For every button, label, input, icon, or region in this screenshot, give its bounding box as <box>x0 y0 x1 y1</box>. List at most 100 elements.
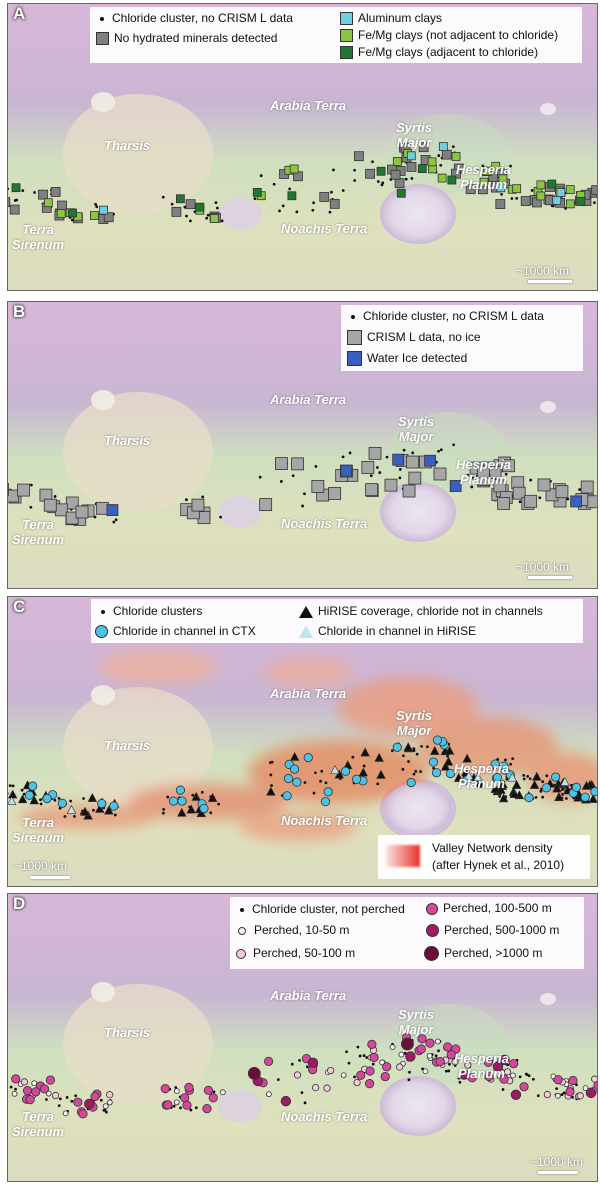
al-clay-square-marker <box>556 188 566 198</box>
ctx-channel-circle-marker <box>283 773 294 784</box>
chloride-dot-marker <box>57 796 61 800</box>
legend-label: Chloride cluster, no CRISM L data <box>112 11 293 25</box>
chloride-dot-marker <box>410 176 414 180</box>
hirise-triangle-marker <box>80 806 90 816</box>
perched-500-1000-marker <box>458 1069 470 1080</box>
hirise-triangle-marker <box>191 791 201 801</box>
chloride-dot-marker <box>185 498 188 502</box>
chloride-dot-marker <box>458 1080 462 1084</box>
no-hydrated-square-marker <box>418 142 429 153</box>
no-hydrated-square-marker <box>103 212 114 223</box>
femg-clay-square-marker <box>491 161 501 171</box>
perched-100-500-marker <box>184 1082 194 1092</box>
chloride-dot-marker <box>341 455 345 459</box>
hirise-triangle-marker <box>429 745 440 755</box>
femg-clay-square-marker <box>565 185 575 194</box>
ctx-channel-circle-marker <box>177 796 187 806</box>
label-syrtis-major: Syrtis Major <box>396 708 432 738</box>
ctx-channel-circle-marker <box>340 766 351 776</box>
legend-label: CRISM L data, no ice <box>367 330 481 344</box>
label-hesperia-line1: Hesperia <box>456 457 511 472</box>
chloride-dot-marker <box>11 784 15 788</box>
ctx-channel-circle-marker <box>109 801 119 811</box>
legend-label: Perched, 500-1000 m <box>444 923 560 937</box>
chloride-dot-marker <box>534 795 538 799</box>
perched-50-100-marker <box>106 1091 114 1099</box>
perched-100-500-marker <box>484 1071 494 1082</box>
chloride-dot-marker <box>515 196 519 200</box>
chloride-dot-marker <box>220 219 224 223</box>
chloride-dot-marker <box>314 771 317 775</box>
chloride-dot-marker <box>328 210 332 214</box>
legend-d: Chloride cluster, not perched Perched, 1… <box>230 897 584 969</box>
chloride-dot-marker <box>398 467 402 471</box>
chloride-dot-marker <box>303 492 306 496</box>
chloride-dot-marker <box>217 802 221 806</box>
crism-no-ice-square-marker <box>555 485 569 499</box>
triangle-icon <box>299 625 313 638</box>
chloride-dot-marker <box>381 181 385 185</box>
ctx-channel-circle-marker <box>320 797 331 807</box>
perched-10-50-marker <box>398 1051 405 1058</box>
crism-no-ice-square-marker <box>361 461 375 474</box>
chloride-dot-marker <box>522 773 526 777</box>
chloride-dot-marker <box>82 797 85 800</box>
femg-clay-square-marker <box>43 198 53 208</box>
perched-10-50-marker <box>510 1072 516 1079</box>
legend-item-al-clays: Aluminum clays <box>340 10 442 26</box>
perched-100-500-marker <box>446 1050 456 1060</box>
chloride-dot-marker <box>415 752 419 756</box>
perched-10-50-marker <box>265 1091 272 1098</box>
perched-100-500-marker <box>565 1087 575 1097</box>
perched-100-500-marker <box>160 1084 170 1094</box>
label-hesperia-line2: Planum <box>457 776 505 791</box>
chloride-dot-marker <box>20 788 24 792</box>
chloride-dot-marker <box>290 1062 294 1066</box>
hirise-triangle-marker <box>95 803 105 813</box>
perched-50-100-marker <box>451 1058 459 1066</box>
chloride-dot-marker <box>295 210 299 214</box>
chloride-dot-marker <box>94 202 97 206</box>
density-legend: Valley Network density (after Hynek et a… <box>378 835 590 879</box>
chloride-dot-marker <box>314 465 318 468</box>
hirise-channel-triangle-marker <box>8 796 17 806</box>
femg-clay-square-marker <box>565 199 575 209</box>
chloride-dot-marker <box>183 205 187 209</box>
chloride-dot-marker <box>434 1054 438 1058</box>
label-hesperia-line2: Planum <box>457 1066 505 1081</box>
chloride-dot-marker <box>69 799 73 803</box>
femg-clay-square-marker <box>498 174 508 184</box>
chloride-dot-marker <box>578 488 582 491</box>
hirise-triangle-marker <box>498 793 509 803</box>
ctx-channel-circle-marker <box>571 782 582 792</box>
legend-item-perched-50-100: Perched, 50-100 m <box>236 945 355 961</box>
perched-100-500-marker <box>73 1097 83 1107</box>
perched-100-500-marker <box>163 1100 173 1110</box>
perched-50-100-marker <box>312 1084 320 1092</box>
water-ice-square-marker <box>424 454 437 467</box>
square-icon <box>347 351 362 367</box>
chloride-dot-marker <box>29 483 33 487</box>
density-legend-line2: (after Hynek et al., 2010) <box>432 858 565 872</box>
chloride-dot-marker <box>524 1072 528 1076</box>
circle-icon <box>95 625 108 639</box>
label-hesperia-line1: Hesperia <box>454 1051 509 1066</box>
chloride-dot-marker <box>330 190 333 194</box>
perched-100-500-marker <box>553 1075 563 1085</box>
perched-100-500-marker <box>31 1087 41 1097</box>
legend-label: Chloride clusters <box>113 604 203 618</box>
chloride-dot-marker <box>212 1090 216 1094</box>
femg-clay-square-marker <box>392 157 402 166</box>
femg-adjacent-square-marker <box>252 187 262 197</box>
perched-100-500-marker <box>483 1057 493 1067</box>
perched-10-50-marker <box>62 1110 69 1117</box>
label-terra-sirenum-line2: Sirenum <box>12 532 65 547</box>
chloride-dot-marker <box>219 515 223 519</box>
femg-adjacent-square-marker <box>11 183 21 193</box>
perched-100-500-marker <box>568 1075 578 1086</box>
crism-no-ice-square-marker <box>580 480 594 494</box>
perched-50-100-marker <box>323 1084 331 1092</box>
crism-no-ice-square-marker <box>65 496 79 510</box>
perched-100-500-marker <box>369 1052 379 1063</box>
chloride-dot-marker <box>358 1054 362 1058</box>
